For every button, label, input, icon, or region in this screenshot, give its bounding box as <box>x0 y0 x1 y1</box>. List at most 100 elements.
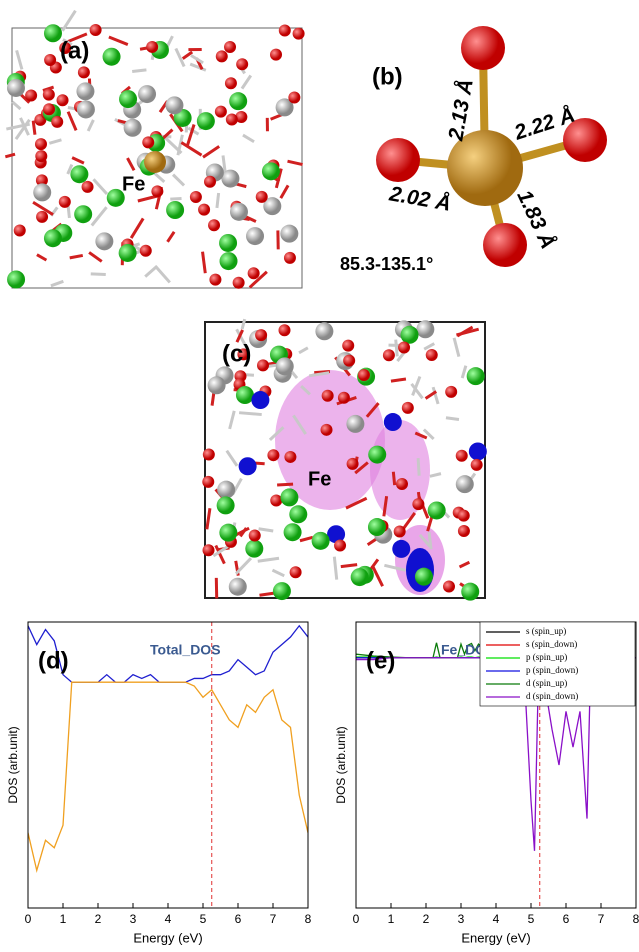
atom <box>293 28 305 40</box>
x-tick-label: 1 <box>388 912 395 926</box>
bond <box>17 50 22 69</box>
atom <box>245 540 263 558</box>
bond <box>33 121 35 135</box>
legend-label: d (spin_down) <box>526 691 578 701</box>
atom <box>166 201 184 219</box>
atom <box>384 413 402 431</box>
atom <box>428 501 446 519</box>
atom <box>284 451 296 463</box>
atom <box>59 196 71 208</box>
x-tick-label: 2 <box>95 912 102 926</box>
atom <box>289 505 307 523</box>
atom <box>221 170 239 188</box>
x-tick-label: 4 <box>493 912 500 926</box>
atom <box>270 494 282 506</box>
x-tick-label: 3 <box>458 912 465 926</box>
legend-label: p (spin_up) <box>526 652 567 662</box>
bond <box>446 418 459 420</box>
angle-range: 85.3-135.1° <box>340 254 433 274</box>
bond <box>203 146 219 157</box>
atom <box>315 322 333 340</box>
atom <box>334 539 346 551</box>
atom <box>262 162 280 180</box>
atom <box>142 136 154 148</box>
bond <box>217 193 219 208</box>
atom <box>351 568 369 586</box>
atom <box>229 578 247 596</box>
bond <box>127 158 134 170</box>
atom <box>461 583 479 601</box>
atom <box>7 79 25 97</box>
o-atom <box>376 138 420 182</box>
bond <box>243 135 254 142</box>
atom <box>146 41 158 53</box>
bond <box>183 52 192 59</box>
atom <box>394 525 406 537</box>
atom <box>280 488 298 506</box>
atom <box>140 245 152 257</box>
x-tick-label: 1 <box>60 912 67 926</box>
atom <box>402 402 414 414</box>
atom <box>204 176 216 188</box>
atom <box>358 369 370 381</box>
atom <box>43 89 55 101</box>
atom <box>445 386 457 398</box>
atom <box>224 41 236 53</box>
bond <box>277 484 293 485</box>
atom <box>415 568 433 586</box>
atom <box>270 49 282 61</box>
atom <box>383 349 395 361</box>
atom <box>257 359 269 371</box>
atom <box>276 357 294 375</box>
bond <box>242 75 251 88</box>
atom <box>103 48 121 66</box>
atom <box>82 181 94 193</box>
bond <box>91 274 106 275</box>
bond <box>154 173 164 182</box>
x-tick-label: 4 <box>165 912 172 926</box>
atom-label: Fe <box>308 468 331 490</box>
atom <box>198 204 210 216</box>
x-tick-label: 5 <box>200 912 207 926</box>
atom <box>14 224 26 236</box>
bond <box>51 281 63 285</box>
x-tick-label: 7 <box>270 912 277 926</box>
atom <box>368 446 386 464</box>
bond <box>173 175 184 186</box>
y-axis-label: DOS (arb.unit) <box>334 726 348 803</box>
atom <box>219 234 237 252</box>
bond <box>236 184 246 187</box>
atom <box>44 54 56 66</box>
atom <box>36 211 48 223</box>
bond <box>281 185 288 198</box>
atom <box>284 252 296 264</box>
atom <box>443 581 455 593</box>
x-tick-label: 3 <box>130 912 137 926</box>
bond <box>170 199 181 200</box>
atom <box>236 58 248 70</box>
atom <box>209 274 221 286</box>
atom <box>190 191 202 203</box>
atom <box>392 540 410 558</box>
atom <box>74 205 92 223</box>
atom <box>33 183 51 201</box>
bond <box>396 340 397 357</box>
bond-length: 2.02 Å <box>387 181 453 216</box>
x-tick-label: 6 <box>563 912 570 926</box>
atom <box>208 219 220 231</box>
atom <box>347 458 359 470</box>
bond <box>190 64 206 70</box>
atom <box>249 530 261 542</box>
y-axis-label: DOS (arb.unit) <box>6 726 20 803</box>
atom <box>219 524 237 542</box>
atom <box>471 459 483 471</box>
atom <box>165 96 183 114</box>
atom <box>273 582 291 600</box>
atom <box>35 150 47 162</box>
x-tick-label: 7 <box>598 912 605 926</box>
atom <box>338 392 350 404</box>
atom <box>288 91 300 103</box>
x-tick-label: 2 <box>423 912 430 926</box>
atom <box>208 376 226 394</box>
panel-label: (a) <box>60 37 89 64</box>
